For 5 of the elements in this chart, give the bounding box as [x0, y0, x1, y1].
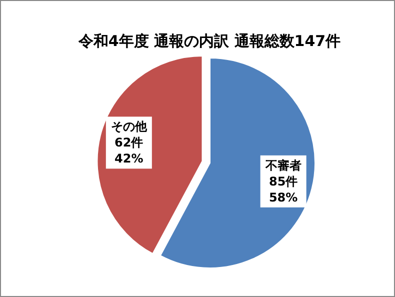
slice-label: その他 — [110, 120, 148, 134]
data-label: 62件 42% — [114, 136, 144, 166]
slice-label: 不審者 — [264, 158, 302, 172]
chart-title: 令和4年度 通報の内訳 通報総数147件 — [77, 32, 341, 50]
data-label: 85件 58% — [268, 174, 298, 204]
